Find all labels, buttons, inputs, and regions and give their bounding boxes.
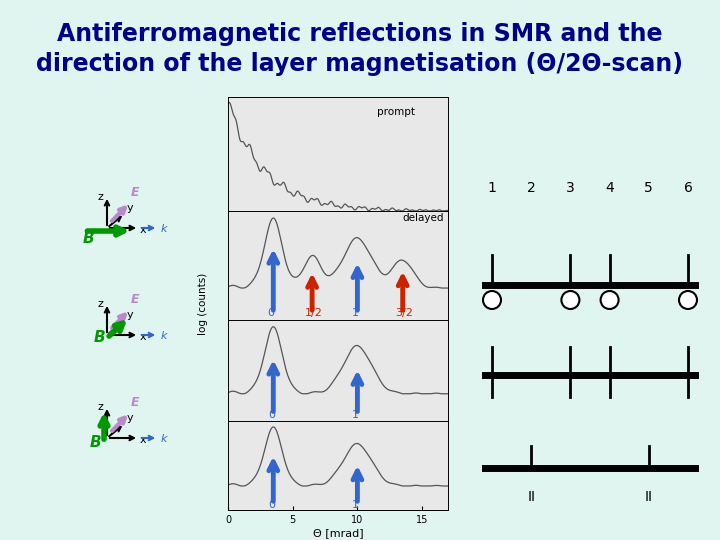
Text: E: E: [131, 186, 140, 199]
Text: 6: 6: [683, 181, 693, 195]
Text: 1/2: 1/2: [305, 308, 323, 319]
Text: k: k: [160, 331, 167, 341]
Text: 3: 3: [566, 181, 575, 195]
Circle shape: [562, 291, 580, 309]
Text: 0: 0: [268, 500, 275, 510]
Text: direction of the layer magnetisation (Θ/2Θ-scan): direction of the layer magnetisation (Θ/…: [37, 52, 683, 76]
Text: Antiferromagnetic reflections in SMR and the: Antiferromagnetic reflections in SMR and…: [58, 22, 662, 46]
X-axis label: Θ [mrad]: Θ [mrad]: [312, 528, 364, 538]
Text: log (counts): log (counts): [198, 272, 208, 335]
Text: 1: 1: [487, 181, 496, 195]
Text: 1: 1: [352, 500, 359, 510]
Text: y: y: [127, 202, 133, 213]
Text: B: B: [94, 330, 106, 345]
Text: E: E: [131, 396, 140, 409]
Text: y: y: [127, 413, 133, 423]
Text: II: II: [645, 490, 653, 504]
Text: x: x: [140, 435, 147, 445]
Text: z: z: [98, 192, 104, 202]
Text: E: E: [131, 293, 140, 306]
Text: B: B: [90, 435, 102, 450]
Text: y: y: [127, 309, 133, 320]
Text: II: II: [527, 490, 535, 504]
Text: 4: 4: [606, 181, 614, 195]
Text: 3/2: 3/2: [395, 308, 413, 319]
Text: 5: 5: [644, 181, 653, 195]
Circle shape: [679, 291, 697, 309]
Text: z: z: [98, 299, 104, 309]
Text: 2: 2: [527, 181, 536, 195]
Text: 0: 0: [267, 308, 274, 319]
Circle shape: [600, 291, 618, 309]
Text: x: x: [140, 332, 147, 342]
Text: prompt: prompt: [377, 107, 415, 118]
Text: 0: 0: [268, 410, 275, 420]
Text: z: z: [98, 402, 104, 412]
Text: k: k: [160, 434, 167, 444]
Text: B: B: [83, 231, 94, 246]
Text: 1: 1: [352, 410, 359, 420]
Text: delayed: delayed: [402, 213, 444, 223]
Text: x: x: [140, 225, 147, 235]
Circle shape: [483, 291, 501, 309]
Text: k: k: [160, 224, 167, 234]
Text: 1: 1: [352, 308, 359, 319]
